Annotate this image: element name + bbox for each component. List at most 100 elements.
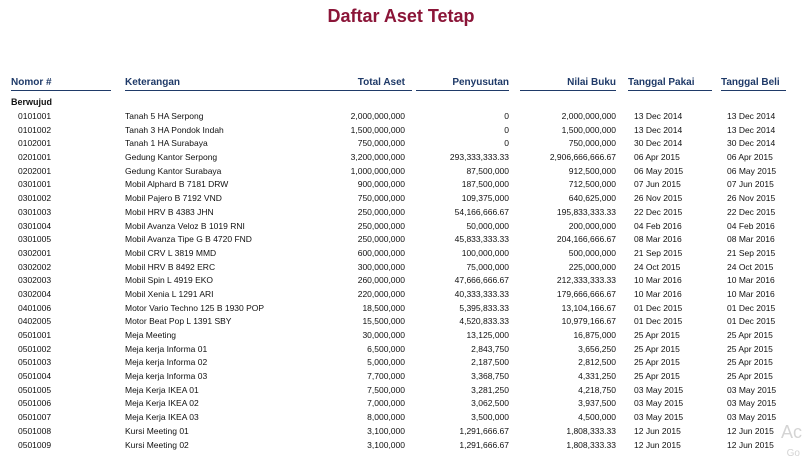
cell-penyusutan: 3,281,250 [471,384,509,395]
cell-penyusutan: 75,000,000 [466,261,509,272]
cell-tanggal-pakai: 10 Mar 2016 [634,275,682,286]
cell-nilai-buku: 4,500,000 [578,412,616,423]
cell-penyusutan: 0 [504,138,509,149]
header-nomor: Nomor # [11,77,111,91]
cell-keterangan: Mobil Xenia L 1291 ARI [125,288,214,299]
cell-tanggal-beli: 25 Apr 2015 [727,357,773,368]
header-tanggal-beli: Tanggal Beli [721,77,786,91]
cell-tanggal-pakai: 26 Nov 2015 [634,193,683,204]
cell-keterangan: Gedung Kantor Surabaya [125,165,222,176]
cell-nilai-buku: 2,000,000,000 [561,111,616,121]
cell-keterangan: Meja kerja Informa 02 [125,357,208,368]
cell-tanggal-pakai: 03 May 2015 [634,412,684,423]
cell-total-aset: 260,000,000 [357,275,405,286]
cell-nilai-buku: 4,218,750 [578,384,616,395]
cell-total-aset: 3,200,000,000 [350,152,405,163]
cell-tanggal-pakai: 12 Jun 2015 [634,439,681,450]
cell-tanggal-pakai: 25 Apr 2015 [634,343,680,354]
cell-tanggal-beli: 30 Dec 2014 [727,138,776,149]
cell-tanggal-pakai: 25 Apr 2015 [634,371,680,382]
cell-nomor: 0301001 [18,179,52,190]
table-row: 0202001 Gedung Kantor Surabaya 1,000,000,0… [0,165,802,179]
cell-total-aset: 750,000,000 [357,193,405,204]
cell-tanggal-pakai: 01 Dec 2015 [634,316,683,327]
cell-tanggal-beli: 10 Mar 2016 [727,275,775,286]
group-label: Berwujud [11,97,53,107]
table-row: 0301004 Mobil Avanza Veloz B 1019 RNI 250,… [0,220,802,234]
cell-total-aset: 7,500,000 [367,384,405,395]
cell-nomor: 0301004 [18,220,52,231]
watermark-subtext: Go [786,448,800,459]
cell-nomor: 0402005 [18,316,52,327]
cell-nilai-buku: 4,331,250 [578,371,616,382]
cell-total-aset: 18,500,000 [362,302,405,313]
table-row: 0501001 Meja Meeting 30,000,000 13,125,000 1… [0,329,802,343]
cell-tanggal-pakai: 25 Apr 2015 [634,330,680,340]
cell-tanggal-beli: 21 Sep 2015 [727,247,776,258]
table-row: 0401006 Motor Vario Techno 125 B 1930 POP… [0,302,802,316]
cell-total-aset: 300,000,000 [357,261,405,272]
cell-nilai-buku: 712,500,000 [568,179,616,190]
cell-total-aset: 1,000,000,000 [350,165,405,176]
cell-tanggal-pakai: 03 May 2015 [634,384,684,395]
table-row: 0302003 Mobil Spin L 4919 EKO 260,000,000 4… [0,274,802,288]
cell-nilai-buku: 3,937,500 [578,398,616,409]
cell-nomor: 0202001 [18,165,52,176]
cell-tanggal-pakai: 22 Dec 2015 [634,206,683,217]
cell-tanggal-beli: 13 Dec 2014 [727,124,776,135]
table-row: 0501002 Meja kerja Informa 01 6,500,000 2,8… [0,343,802,357]
cell-keterangan: Meja Kerja IKEA 01 [125,384,199,395]
cell-keterangan: Motor Vario Techno 125 B 1930 POP [125,302,265,313]
cell-tanggal-pakai: 06 Apr 2015 [634,152,680,163]
table-row: 0101001 Tanah 5 HA Serpong 2,000,000,000 0 2… [0,110,802,124]
cell-total-aset: 30,000,000 [362,330,405,340]
cell-total-aset: 8,000,000 [367,412,405,423]
cell-total-aset: 900,000,000 [357,179,405,190]
cell-keterangan: Mobil Avanza Veloz B 1019 RNI [125,220,245,231]
cell-nomor: 0201001 [18,152,52,163]
header-total-aset: Total Aset [318,77,405,91]
cell-tanggal-pakai: 01 Dec 2015 [634,302,683,313]
cell-keterangan: Mobil Pajero B 7192 VND [125,193,222,204]
cell-keterangan: Meja Kerja IKEA 02 [125,398,199,409]
cell-penyusutan: 2,843,750 [471,343,509,354]
cell-tanggal-beli: 03 May 2015 [727,412,777,423]
cell-penyusutan: 3,368,750 [471,371,509,382]
cell-tanggal-beli: 03 May 2015 [727,398,777,409]
cell-tanggal-pakai: 06 May 2015 [634,165,684,176]
cell-penyusutan: 87,500,000 [466,165,509,176]
page-title: Daftar Aset Tetap [327,6,475,26]
cell-tanggal-beli: 03 May 2015 [727,384,777,395]
table-row: 0302004 Mobil Xenia L 1291 ARI 220,000,000… [0,288,802,302]
cell-nomor: 0102001 [18,138,52,149]
cell-tanggal-beli: 13 Dec 2014 [727,111,776,121]
cell-tanggal-beli: 12 Jun 2015 [727,439,774,450]
cell-total-aset: 3,100,000 [367,425,405,436]
table-row: 0201001 Gedung Kantor Serpong 3,200,000,00… [0,151,802,165]
cell-nilai-buku: 1,500,000,000 [561,124,616,135]
cell-total-aset: 5,000,000 [367,357,405,368]
cell-penyusutan: 1,291,666.67 [459,425,509,436]
cell-keterangan: Mobil Alphard B 7181 DRW [125,179,229,190]
cell-penyusutan: 3,500,000 [471,412,509,423]
cell-nilai-buku: 1,808,333.33 [566,425,616,436]
cell-nilai-buku: 500,000,000 [568,247,616,258]
cell-nilai-buku: 640,625,000 [568,193,616,204]
cell-nomor: 0501009 [18,439,52,450]
cell-nomor: 0501002 [18,343,52,354]
cell-total-aset: 750,000,000 [357,138,405,149]
cell-tanggal-pakai: 13 Dec 2014 [634,111,683,121]
cell-tanggal-pakai: 12 Jun 2015 [634,425,681,436]
cell-keterangan: Meja kerja Informa 01 [125,343,208,354]
cell-keterangan: Tanah 5 HA Serpong [125,111,204,121]
cell-nomor: 0501005 [18,384,52,395]
cell-tanggal-pakai: 07 Jun 2015 [634,179,681,190]
cell-penyusutan: 3,062,500 [471,398,509,409]
cell-penyusutan: 187,500,000 [461,179,509,190]
cell-nomor: 0302001 [18,247,52,258]
table-row: 0402005 Motor Beat Pop L 1391 SBY 15,500,0… [0,315,802,329]
table-row: 0301001 Mobil Alphard B 7181 DRW 900,000,0… [0,178,802,192]
cell-keterangan: Mobil HRV B 8492 ERC [125,261,216,272]
cell-nilai-buku: 10,979,166.67 [561,316,616,327]
table-row: 0501004 Meja kerja Informa 03 7,700,000 3,3… [0,370,802,384]
